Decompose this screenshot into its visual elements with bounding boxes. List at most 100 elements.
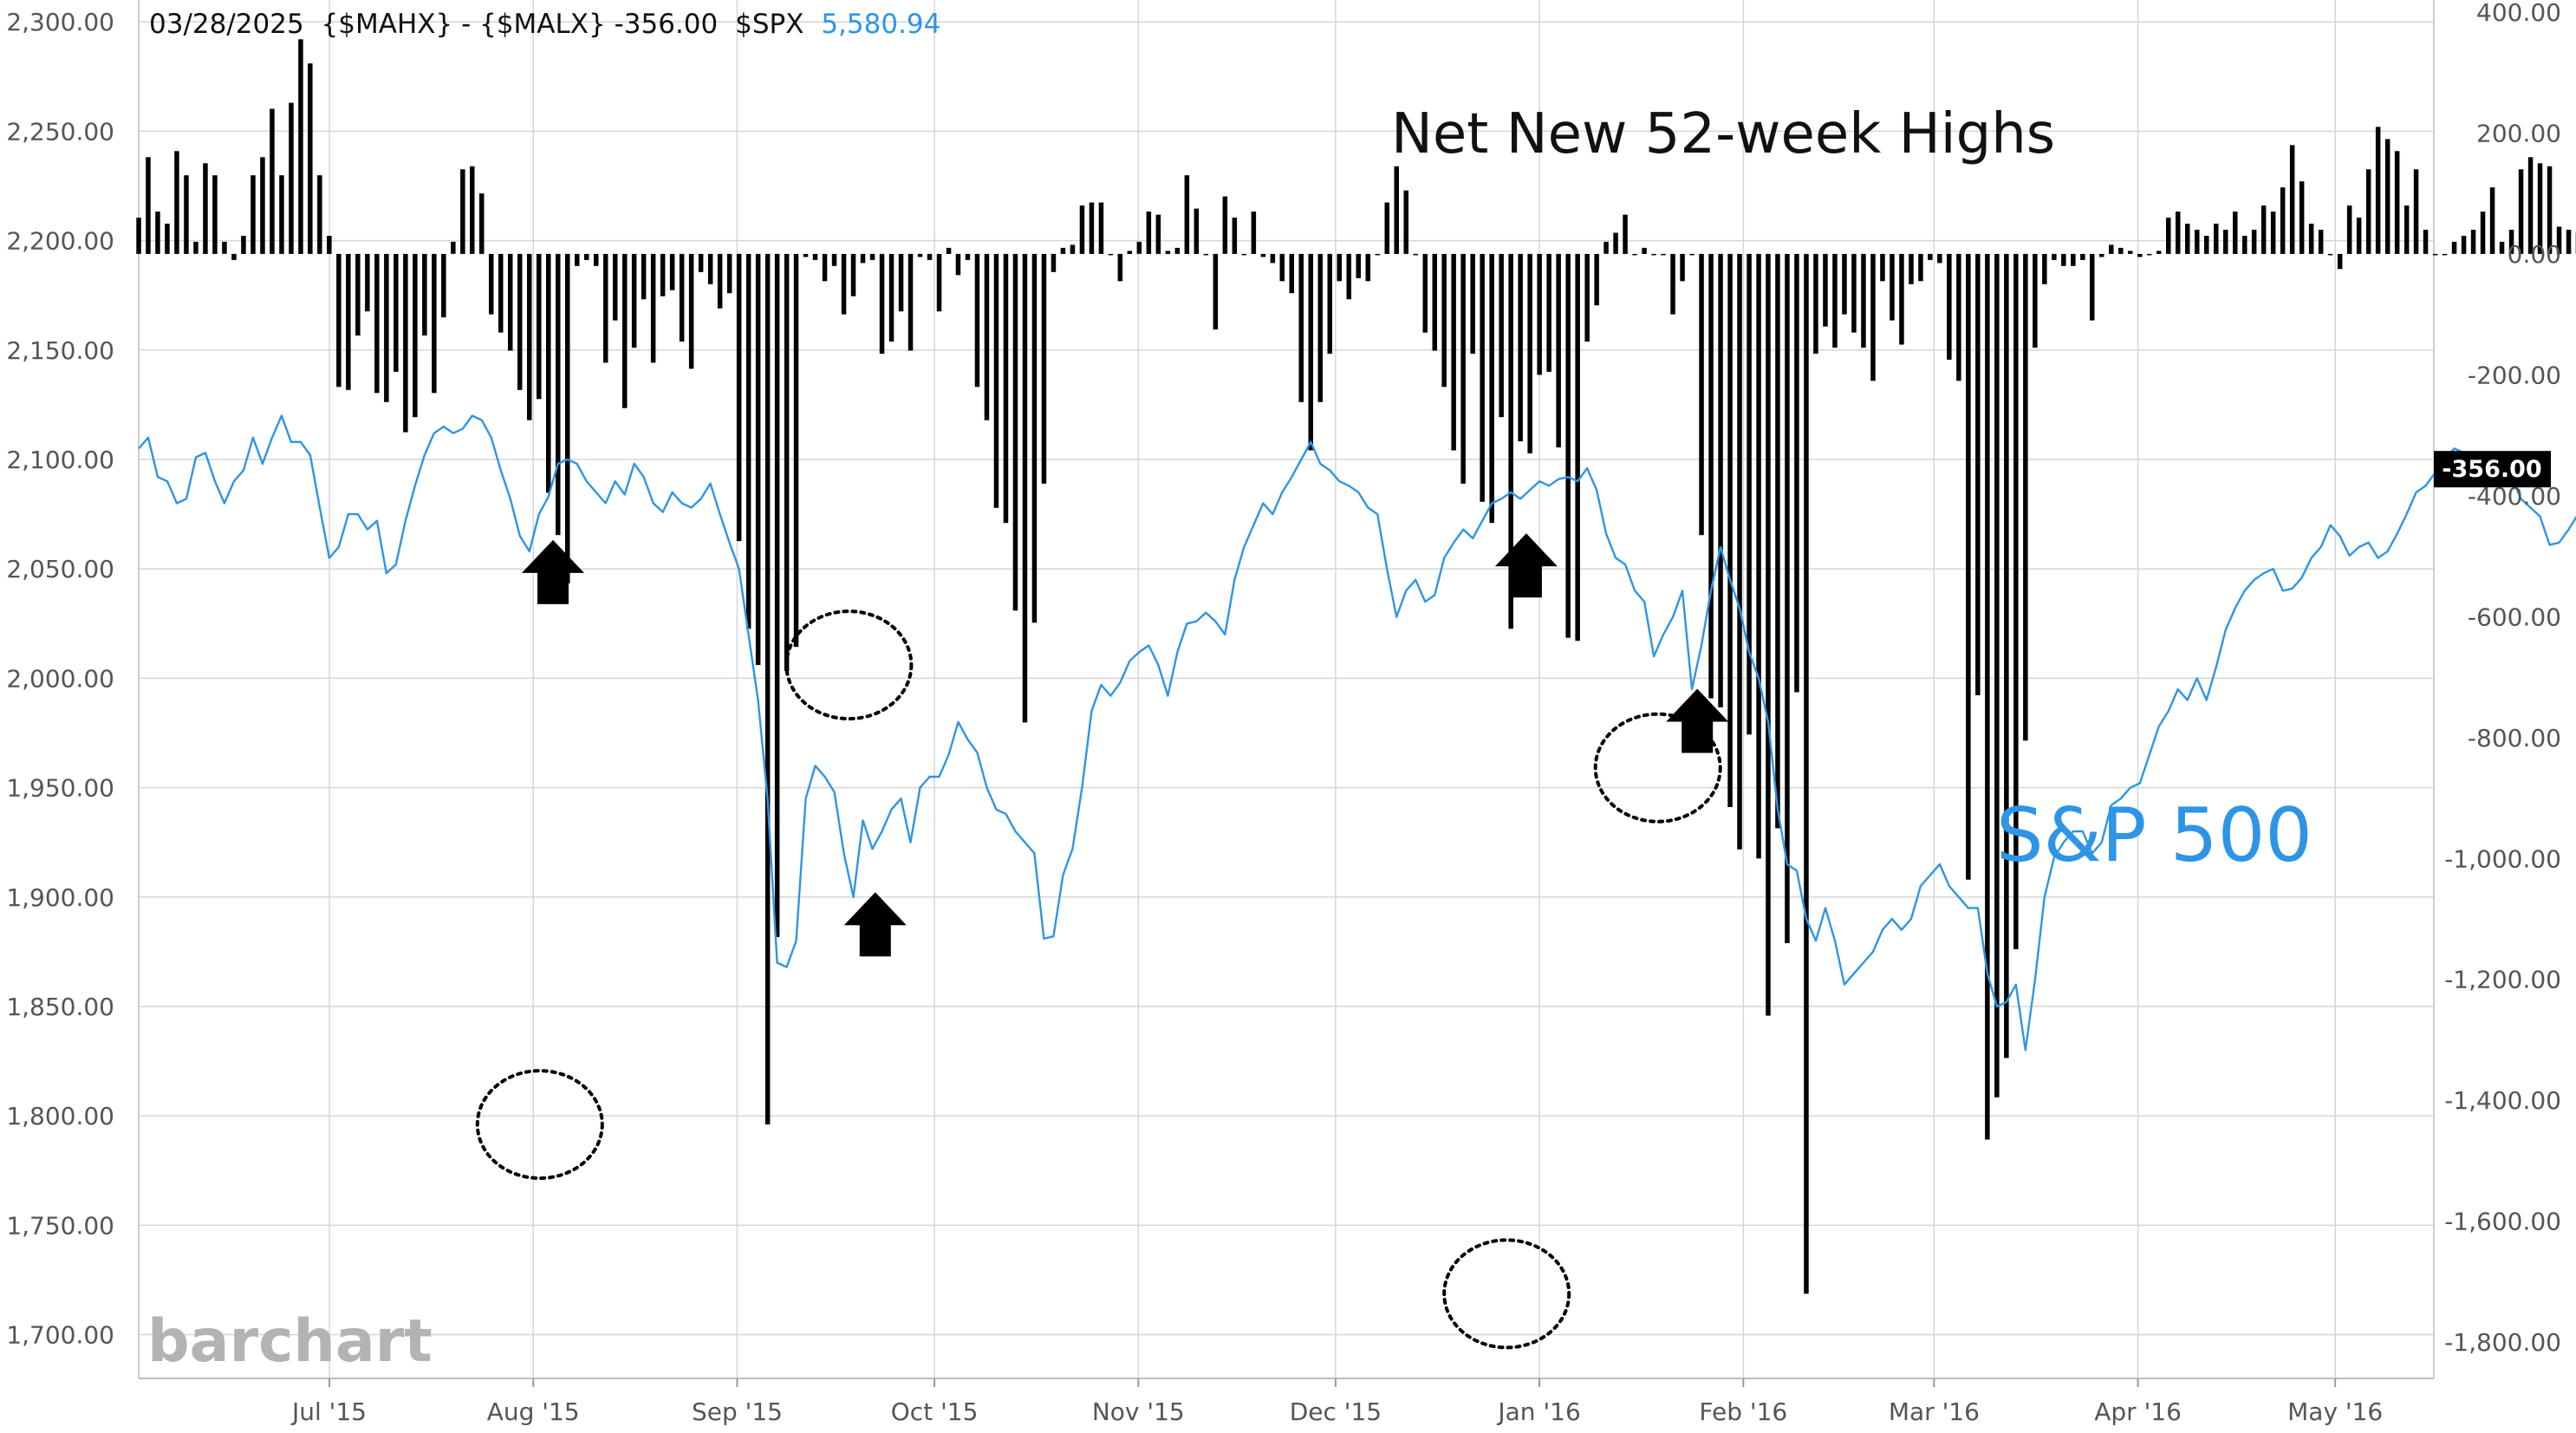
net-new-highs-bar [1689,253,1695,256]
net-new-highs-bar [1499,253,1504,418]
net-new-highs-bar [1298,253,1304,402]
net-new-highs-bar [365,253,370,312]
net-new-highs-bar [2195,230,2200,254]
net-new-highs-bar [1174,247,1181,254]
net-new-highs-bar [184,175,189,254]
net-new-highs-bar [1518,253,1523,442]
net-new-highs-bar [774,253,780,937]
net-new-highs-bar [203,163,208,254]
net-new-highs-bar [1537,253,1542,375]
net-new-highs-bar [2451,241,2457,254]
net-new-highs-bar [2442,253,2448,256]
net-new-highs-bar [879,253,885,354]
x-tick-label: Nov '15 [1092,1397,1185,1426]
net-new-highs-bar [584,253,589,260]
net-new-highs-bar [622,253,628,408]
net-new-highs-bar [2413,169,2419,254]
net-new-highs-bar [460,169,465,254]
net-new-highs-bar [1966,253,1971,880]
net-new-highs-bar [1365,253,1370,282]
net-new-highs-bar [927,253,933,260]
net-new-highs-bar [2346,205,2352,254]
net-new-highs-bar [2337,253,2343,270]
net-new-highs-bar [2109,244,2114,254]
net-new-highs-bar [1794,253,1799,693]
dotted-circle [475,1069,604,1181]
net-new-highs-bar [2004,253,2009,1058]
left-tick-label: 2,200.00 [6,227,114,256]
net-new-highs-bar [289,102,294,254]
net-new-highs-bar [2289,145,2295,254]
net-new-highs-bar [2214,224,2219,254]
net-new-highs-bar [2470,230,2476,254]
net-new-highs-bar [955,253,961,276]
dotted-circle [784,609,914,721]
net-new-highs-bar [2556,226,2562,254]
net-new-highs-bar [650,253,656,363]
x-tick-label: May '16 [2287,1397,2383,1426]
net-new-highs-bar [374,253,380,394]
up-arrow [1494,533,1558,598]
net-new-highs-bar [1899,253,1904,345]
net-new-highs-bar [745,253,751,629]
net-new-highs-bar [1594,253,1599,306]
net-new-highs-bar [1060,247,1066,254]
net-new-highs-bar [1708,253,1714,699]
net-new-highs-bar [1737,253,1742,850]
net-new-highs-bar [2185,224,2190,254]
net-new-highs-bar [1308,253,1313,451]
left-tick-label: 1,950.00 [6,774,114,803]
grid-lines [138,0,2435,1379]
right-tick-label: -1,200.00 [2444,966,2561,994]
net-new-highs-bar [1317,253,1323,402]
net-new-highs-bar [1813,253,1818,354]
net-new-highs-bar [2033,253,2038,348]
net-new-highs-bar [688,253,694,369]
right-tick-label: -200.00 [2468,361,2561,389]
net-new-highs-bar [403,253,408,433]
net-new-highs-bar [1880,253,1885,282]
net-new-highs-bar [1155,214,1161,254]
x-tick-label: Dec '15 [1290,1397,1382,1426]
net-new-highs-bar [1546,253,1551,372]
net-new-highs-bar [717,253,723,309]
net-new-highs-bar [631,253,637,348]
net-new-highs-bar [1508,253,1513,629]
dotted-circle [1593,712,1722,824]
net-new-highs-bar [1194,208,1200,254]
net-new-highs-bar [1918,253,1923,282]
right-tick-label: -800.00 [2468,724,2561,752]
net-new-highs-bar [660,253,666,296]
net-new-highs-bar [2013,253,2019,949]
left-tick-label: 1,800.00 [6,1102,114,1130]
net-new-highs-bar [2375,127,2381,254]
net-new-highs-bar [2518,169,2524,254]
right-axis: 400.00200.000.00-200.00-400.00-600.00-80… [2444,0,2561,1357]
net-new-highs-bar [2233,212,2238,254]
net-new-highs-bar [2071,253,2076,266]
net-new-highs-bar [489,253,494,315]
net-new-highs-bar [136,218,141,254]
net-new-highs-bar [1861,253,1866,348]
net-new-highs-bar [1699,253,1704,536]
net-new-highs-bar [907,253,914,351]
left-tick-label: 2,100.00 [6,446,114,474]
net-new-highs-bar [1747,253,1752,735]
left-tick-label: 2,250.00 [6,117,114,146]
net-new-highs-bar [2023,253,2028,741]
dotted-circle [1442,1238,1571,1350]
net-new-highs-bar [1260,253,1266,257]
net-new-highs-bar [936,253,942,312]
net-new-highs-bar [2499,241,2505,254]
right-tick-label: 400.00 [2476,0,2561,27]
net-new-highs-bar [2280,187,2286,254]
net-new-highs-bar [1527,253,1532,453]
net-new-highs-bar [1680,253,1685,282]
net-new-highs-bar [1213,253,1219,330]
net-new-highs-bar [451,241,456,254]
net-new-highs-bar [2204,236,2209,254]
net-new-highs-bar [2166,218,2171,254]
x-tick-label: Apr '16 [2094,1397,2182,1426]
net-new-highs-bar [174,151,179,254]
net-new-highs-bar [546,253,551,493]
